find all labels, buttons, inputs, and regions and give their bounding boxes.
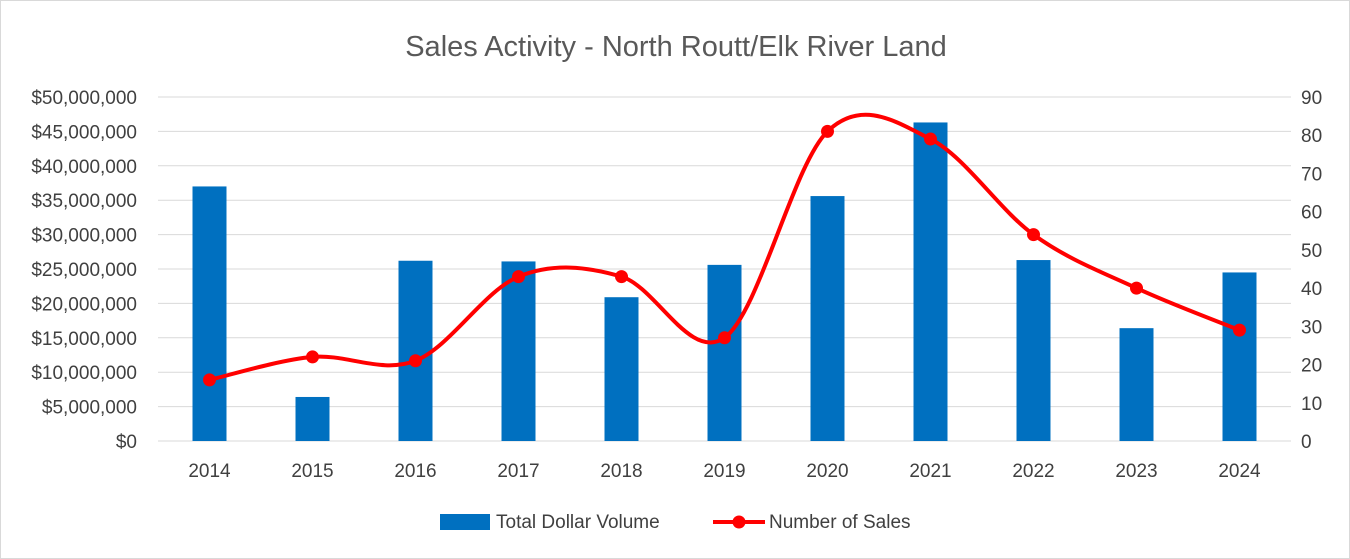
y-right-tick-label: 40 — [1301, 279, 1322, 300]
y-right-tick-label: 10 — [1301, 394, 1322, 415]
y-left-tick-label: $25,000,000 — [31, 260, 137, 281]
legend-label-total-dollar-volume: Total Dollar Volume — [496, 512, 660, 533]
legend-swatch-marker — [732, 515, 746, 529]
y-left-tick-label: $0 — [116, 432, 137, 453]
bar — [913, 122, 948, 442]
sales-point — [718, 331, 731, 345]
y-axis-right: 0 10 20 30 40 50 60 70 80 90 — [1301, 88, 1322, 453]
line-series-number-of-sales — [203, 112, 1246, 387]
x-tick-label: 2014 — [188, 461, 231, 482]
y-right-tick-label: 70 — [1301, 164, 1322, 185]
bar — [295, 396, 330, 441]
x-tick-label: 2024 — [1218, 461, 1261, 482]
y-left-tick-label: $15,000,000 — [31, 329, 137, 350]
x-tick-label: 2021 — [909, 461, 951, 482]
x-tick-label: 2018 — [600, 461, 642, 482]
bar — [1016, 260, 1051, 441]
y-right-tick-label: 60 — [1301, 203, 1322, 224]
y-left-tick-label: $20,000,000 — [31, 294, 137, 315]
legend: Total Dollar Volume Number of Sales — [440, 512, 911, 533]
y-left-tick-label: $50,000,000 — [31, 88, 137, 109]
bar — [501, 261, 536, 441]
bar — [1222, 272, 1257, 441]
sales-line-path — [209, 112, 1241, 382]
x-tick-label: 2019 — [703, 461, 745, 482]
y-right-tick-label: 50 — [1301, 241, 1322, 262]
y-axis-left: $0 $5,000,000 $10,000,000 $15,000,000 $20,00… — [31, 88, 137, 453]
sales-point — [1027, 228, 1040, 242]
bar — [707, 264, 742, 441]
sales-point — [821, 124, 834, 138]
y-left-tick-label: $45,000,000 — [31, 122, 137, 143]
chart-title: Sales Activity - North Routt/Elk River L… — [405, 31, 947, 63]
y-right-tick-label: 20 — [1301, 356, 1322, 377]
y-left-tick-label: $35,000,000 — [31, 191, 137, 212]
x-axis: 2014 2015 2016 2017 2018 2019 2020 2021 2022 2023… — [188, 461, 1261, 482]
bar — [398, 260, 433, 441]
x-tick-label: 2023 — [1115, 461, 1157, 482]
bar-series-total-dollar-volume — [192, 122, 1257, 442]
legend-swatch-bar — [440, 514, 490, 530]
y-right-tick-label: 30 — [1301, 317, 1322, 338]
x-tick-label: 2022 — [1012, 461, 1054, 482]
legend-label-number-of-sales: Number of Sales — [769, 512, 911, 533]
y-left-tick-label: $30,000,000 — [31, 226, 137, 247]
y-left-tick-label: $10,000,000 — [31, 363, 137, 384]
x-tick-label: 2020 — [806, 461, 848, 482]
y-left-tick-label: $5,000,000 — [42, 398, 137, 419]
y-right-tick-label: 80 — [1301, 126, 1322, 147]
y-right-tick-label: 0 — [1301, 432, 1312, 453]
sales-point — [409, 354, 422, 368]
y-left-tick-label: $40,000,000 — [31, 157, 137, 178]
bar — [192, 186, 227, 441]
y-right-tick-label: 90 — [1301, 88, 1322, 109]
sales-point — [615, 270, 628, 284]
bar — [810, 196, 845, 441]
x-tick-label: 2016 — [394, 461, 436, 482]
sales-point — [306, 350, 319, 364]
sales-point — [924, 132, 937, 146]
bar — [1119, 328, 1154, 441]
sales-point — [1233, 323, 1246, 337]
bar — [604, 297, 639, 441]
x-tick-label: 2015 — [291, 461, 333, 482]
sales-point — [512, 270, 525, 284]
x-tick-label: 2017 — [497, 461, 539, 482]
sales-point — [1130, 281, 1143, 295]
sales-point — [203, 373, 216, 387]
